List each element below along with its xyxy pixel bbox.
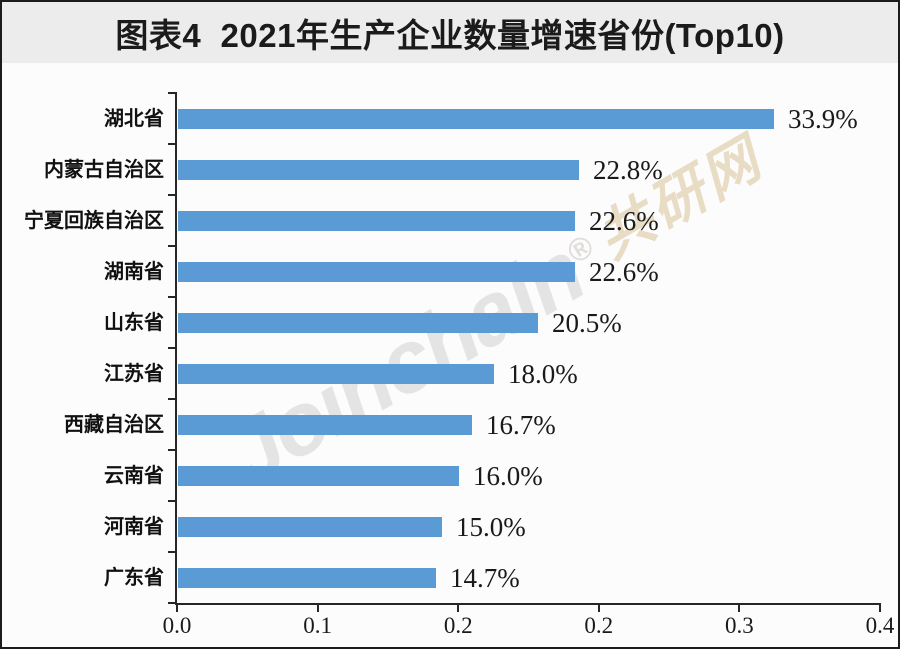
category-label: 宁夏回族自治区 bbox=[24, 209, 164, 232]
bar bbox=[178, 516, 442, 537]
bar bbox=[178, 414, 472, 435]
value-label: 20.5% bbox=[552, 307, 622, 338]
category-label: 内蒙古自治区 bbox=[44, 158, 164, 181]
x-axis-tick bbox=[316, 605, 319, 612]
x-axis-tick-label: 0.2 bbox=[584, 613, 614, 638]
y-axis-tick bbox=[168, 194, 175, 196]
bar bbox=[178, 465, 459, 486]
y-axis-tick bbox=[168, 500, 175, 502]
x-axis-tick-label: 0.0 bbox=[162, 613, 192, 638]
value-label: 22.6% bbox=[589, 205, 659, 236]
y-axis-tick bbox=[168, 602, 175, 604]
chart-title: 图表4 2021年生产企业数量增速省份(Top10) bbox=[115, 16, 785, 54]
x-axis-line bbox=[175, 603, 881, 605]
value-label: 22.6% bbox=[589, 256, 659, 287]
y-axis-tick bbox=[168, 143, 175, 145]
bar bbox=[178, 312, 538, 333]
x-axis-tick bbox=[879, 605, 881, 612]
value-label: 15.0% bbox=[456, 511, 526, 542]
value-label: 33.9% bbox=[788, 103, 858, 134]
y-axis-tick bbox=[168, 92, 175, 94]
chart-area bbox=[2, 63, 898, 647]
category-label: 西藏自治区 bbox=[64, 413, 164, 436]
category-label: 湖南省 bbox=[104, 260, 164, 283]
value-label: 16.7% bbox=[486, 409, 556, 440]
category-label: 云南省 bbox=[104, 464, 164, 487]
x-axis-tick-label: 0.2 bbox=[443, 613, 473, 638]
x-axis-tick-label: 0.4 bbox=[865, 613, 895, 638]
y-axis-tick bbox=[168, 296, 175, 298]
category-label: 山东省 bbox=[104, 311, 164, 334]
category-label: 湖北省 bbox=[104, 107, 164, 130]
category-label: 河南省 bbox=[104, 515, 164, 538]
y-axis-tick bbox=[168, 347, 175, 349]
x-axis-tick-label: 0.3 bbox=[725, 613, 754, 638]
title-band: 图表4 2021年生产企业数量增速省份(Top10) bbox=[2, 2, 898, 63]
category-label: 广东省 bbox=[104, 566, 164, 589]
y-axis-tick bbox=[168, 398, 175, 400]
x-axis-tick-label: 0.1 bbox=[303, 613, 332, 638]
y-axis-tick bbox=[168, 551, 175, 553]
y-axis-line bbox=[175, 92, 177, 604]
value-label: 14.7% bbox=[450, 562, 520, 593]
bar bbox=[178, 363, 494, 384]
value-label: 22.8% bbox=[593, 154, 663, 185]
bar bbox=[178, 567, 436, 588]
bar bbox=[178, 108, 774, 129]
bar bbox=[178, 210, 575, 231]
y-axis-tick bbox=[168, 245, 175, 247]
x-axis-tick bbox=[457, 605, 460, 612]
category-label: 江苏省 bbox=[104, 362, 164, 385]
bar bbox=[178, 159, 579, 180]
value-label: 18.0% bbox=[508, 358, 578, 389]
bar bbox=[178, 261, 575, 282]
y-axis-tick bbox=[168, 449, 175, 451]
x-axis-tick bbox=[597, 605, 600, 612]
value-label: 16.0% bbox=[473, 460, 543, 491]
x-axis-tick bbox=[738, 605, 741, 612]
x-axis-tick bbox=[176, 605, 178, 612]
